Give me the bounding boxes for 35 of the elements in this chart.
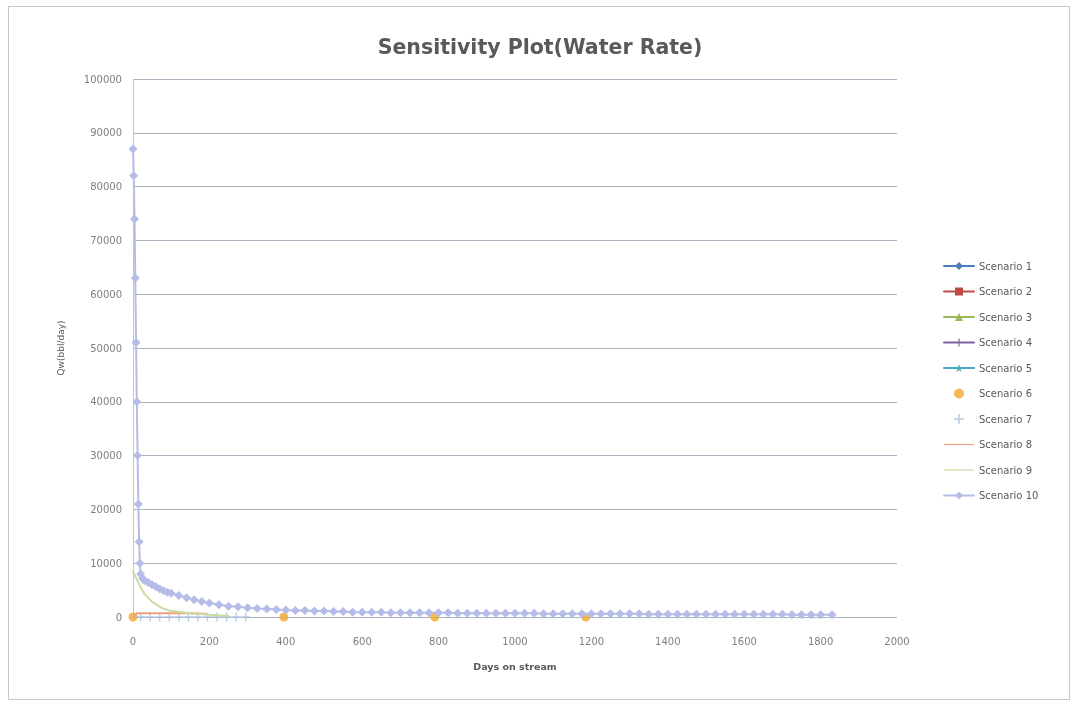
x-tick-label: 1600 xyxy=(731,635,757,647)
x-tick-label: 0 xyxy=(129,635,137,647)
legend-label: Scenario 6 xyxy=(979,388,1033,399)
legend-label: Scenario 7 xyxy=(979,413,1033,425)
legend-label: Scenario 8 xyxy=(979,439,1033,450)
y-axis-title: Qw(bbl/day) xyxy=(55,320,66,376)
chart-title: Sensitivity Plot(Water Rate) xyxy=(377,34,703,59)
legend-label: Scenario 1 xyxy=(979,260,1033,272)
y-tick-label: 80000 xyxy=(90,181,122,193)
legend-label: Scenario 9 xyxy=(979,464,1033,476)
legend-label: Scenario 3 xyxy=(979,311,1033,323)
y-tick-label: 90000 xyxy=(90,127,122,139)
x-tick-label: 800 xyxy=(429,635,449,647)
x-axis-title: Days on stream xyxy=(473,660,557,672)
y-tick-label: 30000 xyxy=(90,450,122,462)
legend-label: Scenario 2 xyxy=(979,286,1033,297)
y-tick-label: 20000 xyxy=(90,503,122,515)
x-tick-label: 1200 xyxy=(578,635,605,647)
x-tick-label: 600 xyxy=(352,635,372,647)
y-tick-label: 10000 xyxy=(90,557,122,569)
y-tick-label: 100000 xyxy=(83,73,122,85)
x-tick-label: 200 xyxy=(199,635,219,647)
x-tick-label: 1400 xyxy=(655,635,681,647)
y-tick-label: 60000 xyxy=(90,288,122,300)
x-tick-label: 2000 xyxy=(884,635,910,647)
x-tick-label: 400 xyxy=(276,635,296,647)
y-tick-label: 0 xyxy=(115,611,122,623)
legend-label: Scenario 10 xyxy=(979,490,1039,501)
x-tick-label: 1000 xyxy=(502,635,528,647)
x-tick-label: 1800 xyxy=(807,635,834,647)
legend-label: Scenario 5 xyxy=(979,362,1033,374)
legend-label: Scenario 4 xyxy=(979,337,1033,348)
y-tick-label: 50000 xyxy=(90,342,122,354)
y-tick-label: 40000 xyxy=(90,396,122,408)
y-tick-label: 70000 xyxy=(90,234,122,246)
